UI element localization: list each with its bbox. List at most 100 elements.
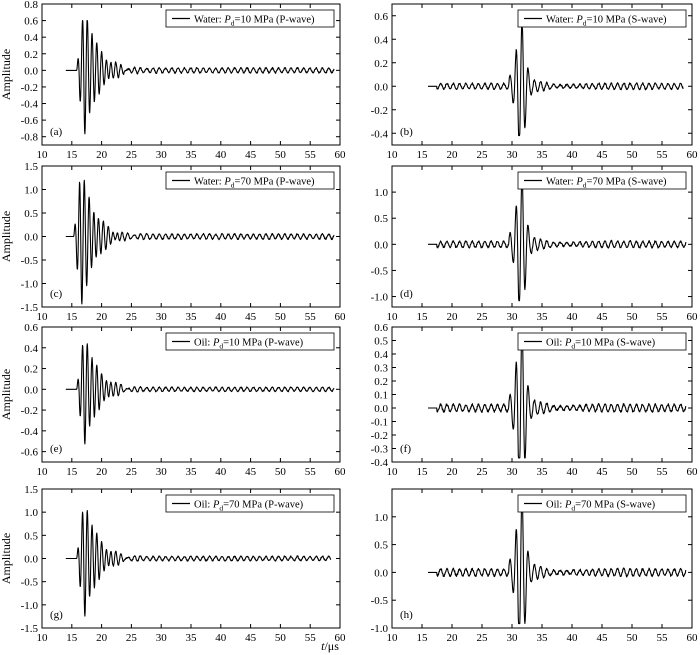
legend: Water: Pd=10 MPa (S-wave) bbox=[517, 9, 687, 28]
legend-label: Oil: Pd=70 MPa (P-wave) bbox=[194, 500, 304, 513]
y-tick-label: 1.0 bbox=[374, 187, 388, 199]
legend-label: Water: Pd=10 MPa (S-wave) bbox=[546, 15, 667, 28]
legend-box bbox=[517, 9, 687, 28]
legend-box bbox=[517, 332, 687, 351]
x-tick-label: 20 bbox=[96, 149, 108, 161]
panel-label: (e) bbox=[50, 443, 63, 455]
y-tick-label: 0.1 bbox=[374, 390, 388, 402]
y-tick-label: 0.4 bbox=[374, 349, 388, 361]
legend-box bbox=[165, 9, 335, 28]
waveform-line bbox=[427, 333, 687, 459]
y-tick-label: 0.5 bbox=[374, 213, 388, 225]
y-tick-label: -0.6 bbox=[21, 115, 39, 127]
y-tick-label: -0.2 bbox=[371, 430, 388, 442]
chart-panel: 10 15 20 25 30 35 40 45 50 55 60 1.0 0.5 0.0 -0.5 -1.0 O… bbox=[371, 488, 699, 644]
panel-label: (c) bbox=[50, 288, 63, 300]
y-tick-label: 0.0 bbox=[24, 65, 38, 77]
y-tick-label: -0.4 bbox=[21, 99, 39, 111]
y-tick-label: -1.0 bbox=[371, 292, 389, 304]
y-tick-label: 1.5 bbox=[24, 161, 38, 173]
x-tick-label: 45 bbox=[597, 466, 609, 478]
x-tick-label: 15 bbox=[66, 466, 78, 478]
legend: Water: Pd=10 MPa (P-wave) bbox=[165, 9, 335, 28]
legend: Oil: Pd=10 MPa (S-wave) bbox=[517, 332, 687, 351]
legend-box bbox=[517, 171, 687, 190]
y-tick-label: 0.6 bbox=[374, 322, 388, 334]
y-tick-label: 1.0 bbox=[374, 512, 388, 524]
x-tick-label: 30 bbox=[156, 149, 168, 161]
x-tick-label: 45 bbox=[597, 632, 609, 644]
x-tick-label: 35 bbox=[537, 311, 549, 323]
y-tick-label: 0.0 bbox=[374, 567, 388, 579]
y-tick-label: 0.2 bbox=[24, 364, 38, 376]
x-tick-label: 55 bbox=[305, 632, 317, 644]
legend-label: Oil: Pd=10 MPa (P-wave) bbox=[194, 338, 304, 351]
x-tick-label: 15 bbox=[417, 311, 429, 323]
x-tick-label: 55 bbox=[305, 311, 317, 323]
x-tick-label: 15 bbox=[417, 466, 429, 478]
y-tick-label: -0.3 bbox=[371, 444, 389, 456]
x-tick-label: 25 bbox=[477, 632, 489, 644]
legend: Water: Pd=70 MPa (P-wave) bbox=[165, 171, 335, 190]
y-axis-label: Amplitude bbox=[0, 49, 13, 100]
y-tick-label: 0.4 bbox=[374, 34, 388, 46]
x-tick-label: 40 bbox=[215, 632, 227, 644]
y-tick-label: -1.0 bbox=[21, 600, 39, 612]
x-tick-label: 15 bbox=[417, 632, 429, 644]
y-tick-label: 0.0 bbox=[374, 81, 388, 93]
legend: Water: Pd=70 MPa (S-wave) bbox=[517, 171, 687, 190]
x-tick-label: 35 bbox=[186, 466, 198, 478]
x-tick-label: 15 bbox=[66, 632, 78, 644]
x-tick-label: 50 bbox=[275, 632, 287, 644]
x-tick-label: 50 bbox=[275, 149, 287, 161]
waveform-line bbox=[65, 509, 332, 617]
y-axis-label: Amplitude bbox=[0, 211, 13, 262]
x-tick-label: 50 bbox=[627, 311, 639, 323]
x-tick-label: 20 bbox=[96, 466, 108, 478]
chart-panel: 10 15 20 25 30 35 40 45 50 55 60 1.5 1.0 0.5 0.0 -0.5 -1… bbox=[0, 161, 346, 323]
x-tick-label: 25 bbox=[477, 466, 489, 478]
x-tick-label: 50 bbox=[275, 466, 287, 478]
legend-box bbox=[517, 494, 687, 513]
x-tick-label: 30 bbox=[507, 466, 519, 478]
waveform-line bbox=[65, 343, 335, 445]
legend-box bbox=[165, 171, 335, 190]
legend: Oil: Pd=10 MPa (P-wave) bbox=[165, 332, 335, 351]
x-tick-label: 20 bbox=[447, 466, 459, 478]
x-tick-label: 30 bbox=[507, 632, 519, 644]
x-tick-label: 60 bbox=[687, 149, 699, 161]
y-tick-label: 0.6 bbox=[24, 322, 38, 334]
x-tick-label: 35 bbox=[186, 632, 198, 644]
y-tick-label: 1.5 bbox=[24, 484, 38, 496]
y-tick-label: -0.8 bbox=[21, 132, 39, 144]
x-tick-label: 15 bbox=[66, 311, 78, 323]
y-tick-label: -1.5 bbox=[21, 302, 39, 314]
x-tick-label: 30 bbox=[507, 311, 519, 323]
x-tick-label: 60 bbox=[335, 149, 347, 161]
y-tick-label: 0.3 bbox=[374, 363, 388, 375]
x-tick-label: 60 bbox=[687, 632, 699, 644]
x-tick-label: 10 bbox=[387, 149, 399, 161]
legend-label: Water: Pd=10 MPa (P-wave) bbox=[194, 15, 315, 28]
y-tick-label: 1.0 bbox=[24, 507, 38, 519]
y-tick-label: 0.0 bbox=[24, 554, 38, 566]
y-tick-label: -0.5 bbox=[21, 577, 39, 589]
x-tick-label: 55 bbox=[657, 632, 669, 644]
x-tick-label: 35 bbox=[537, 466, 549, 478]
x-tick-label: 50 bbox=[627, 632, 639, 644]
legend-label: Water: Pd=70 MPa (S-wave) bbox=[546, 177, 667, 190]
y-tick-label: 0.0 bbox=[24, 384, 38, 396]
x-tick-label: 60 bbox=[335, 466, 347, 478]
x-tick-label: 20 bbox=[96, 632, 108, 644]
y-tick-label: 0.6 bbox=[24, 16, 38, 28]
y-tick-label: 0.5 bbox=[374, 540, 388, 552]
x-tick-label: 10 bbox=[387, 632, 399, 644]
panel-label: (h) bbox=[400, 609, 413, 621]
x-tick-label: 45 bbox=[245, 149, 257, 161]
chart-panel: 10 15 20 25 30 35 40 45 50 55 60 0.6 0.4 0.2 0.0 -0.2 -0… bbox=[371, 3, 699, 161]
y-tick-label: -0.4 bbox=[371, 128, 389, 140]
y-tick-label: -1.0 bbox=[371, 623, 389, 635]
panel-label: (b) bbox=[400, 126, 413, 138]
y-tick-label: -0.1 bbox=[371, 417, 388, 429]
y-tick-label: 0.6 bbox=[374, 11, 388, 23]
